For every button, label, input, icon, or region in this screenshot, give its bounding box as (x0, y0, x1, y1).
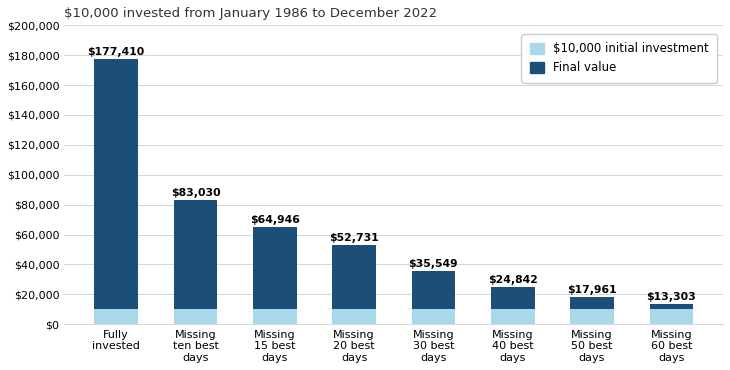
Bar (94, 309, 138, 324)
Bar (491, 287, 534, 324)
Text: $83,030: $83,030 (171, 188, 220, 198)
Text: $13,303: $13,303 (647, 292, 696, 302)
Bar (332, 245, 376, 324)
Text: $24,842: $24,842 (488, 275, 537, 285)
Legend: $10,000 initial investment, Final value: $10,000 initial investment, Final value (521, 34, 717, 83)
Bar (491, 309, 534, 324)
Bar (650, 309, 693, 324)
Text: $64,946: $64,946 (250, 215, 300, 225)
Bar (253, 227, 296, 324)
Text: $10,000 invested from January 1986 to December 2022: $10,000 invested from January 1986 to De… (64, 7, 437, 20)
Bar (94, 59, 138, 324)
Bar (174, 309, 218, 324)
Text: $35,549: $35,549 (409, 259, 458, 269)
Bar (332, 309, 376, 324)
Text: $52,731: $52,731 (329, 233, 379, 243)
Bar (570, 297, 614, 324)
Text: $17,961: $17,961 (567, 285, 617, 295)
Bar (412, 271, 456, 324)
Text: $177,410: $177,410 (88, 47, 145, 57)
Bar (253, 309, 296, 324)
Bar (650, 305, 693, 324)
Bar (570, 309, 614, 324)
Bar (412, 309, 456, 324)
Bar (174, 200, 218, 324)
